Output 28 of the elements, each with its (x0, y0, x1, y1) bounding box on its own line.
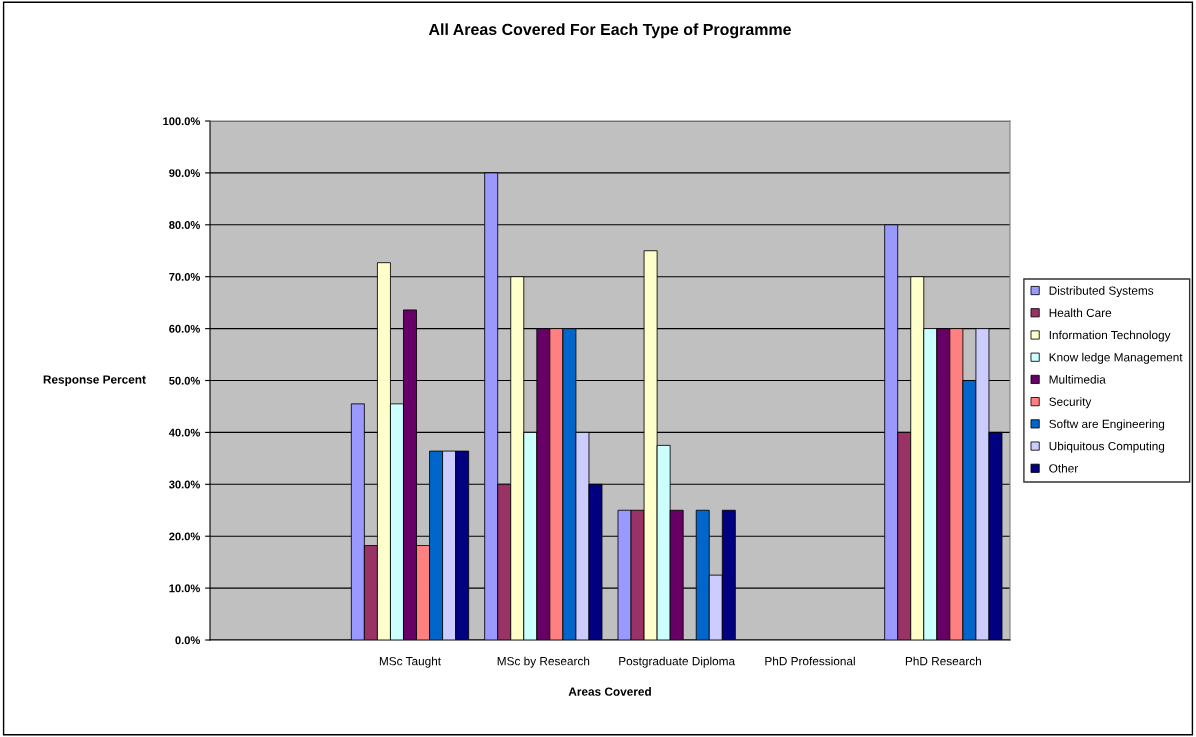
x-tick-label: PhD Professional (765, 656, 855, 666)
legend-label: Know ledge Management (1049, 352, 1183, 364)
legend-label: Information Technology (1049, 330, 1171, 342)
y-tick-label: 0.0% (175, 636, 200, 645)
y-tick-label: 40.0% (168, 428, 200, 437)
y-axis-title: Response Percent (43, 375, 146, 386)
legend-label: Multimedia (1049, 375, 1106, 384)
x-tick-label: MSc Taught (379, 656, 441, 668)
y-tick-label: 80.0% (169, 221, 200, 229)
y-tick-label: 50.0% (169, 376, 200, 385)
legend-label: Ubiquitous Computing (1049, 441, 1165, 453)
x-tick-label: PhD Research (905, 656, 981, 666)
x-tick-label: Postgraduate Diploma (619, 656, 736, 668)
legend-label: Other (1049, 463, 1079, 473)
y-tick-label: 60.0% (169, 324, 200, 333)
y-tick-label: 10.0% (169, 584, 200, 593)
legend-label: Health Care (1049, 308, 1112, 318)
y-tick-label: 70.0% (169, 272, 200, 281)
legend-label: Softw are Engineering (1049, 419, 1165, 431)
x-tick-label: MSc by Research (497, 656, 590, 668)
y-tick-label: 90.0% (169, 169, 200, 178)
chart-title: All Areas Covered For Each Type of Programme (428, 23, 791, 39)
x-axis-title: Areas Covered (568, 687, 651, 696)
y-tick-label: 30.0% (169, 480, 200, 489)
y-tick-label: 100.0% (163, 117, 200, 126)
legend-label: Security (1049, 397, 1092, 409)
legend-label: Distributed Systems (1049, 286, 1154, 298)
y-tick-label: 20.0% (169, 532, 200, 541)
